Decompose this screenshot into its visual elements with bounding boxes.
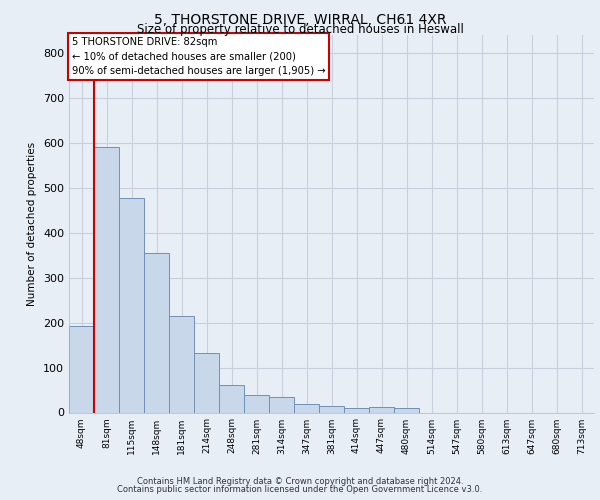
Text: Size of property relative to detached houses in Heswall: Size of property relative to detached ho… [137,24,463,36]
Text: Contains public sector information licensed under the Open Government Licence v3: Contains public sector information licen… [118,484,482,494]
Bar [269,397,294,412]
Bar [169,316,194,412]
Text: 5 THORSTONE DRIVE: 82sqm
← 10% of detached houses are smaller (200)
90% of semi-: 5 THORSTONE DRIVE: 82sqm ← 10% of detach… [71,37,325,76]
Bar [244,394,269,412]
Bar [144,253,169,412]
Text: Contains HM Land Registry data © Crown copyright and database right 2024.: Contains HM Land Registry data © Crown c… [137,477,463,486]
Bar [194,353,219,412]
Bar [294,404,319,412]
Bar [94,148,119,412]
Text: 5, THORSTONE DRIVE, WIRRAL, CH61 4XR: 5, THORSTONE DRIVE, WIRRAL, CH61 4XR [154,12,446,26]
Bar [69,326,94,412]
Bar [319,406,344,412]
Bar [369,406,394,412]
Bar [119,198,144,412]
Bar [219,384,244,412]
Bar [344,408,369,412]
Bar [394,408,419,412]
Y-axis label: Number of detached properties: Number of detached properties [28,142,37,306]
